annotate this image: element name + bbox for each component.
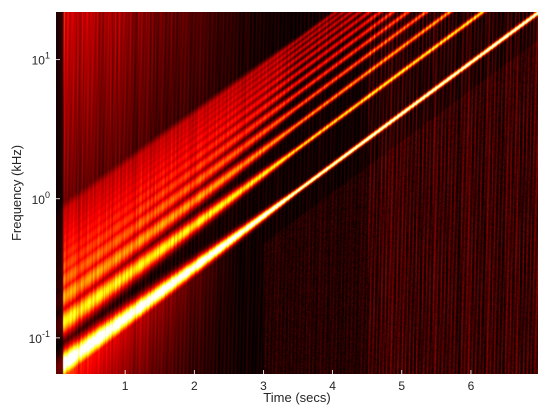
x-tick-label: 3: [260, 379, 267, 393]
y-axis-ticks: 10-1 100 101: [29, 51, 60, 346]
x-tick-label: 5: [398, 379, 405, 393]
y-axis-label: Frequency (kHz): [9, 145, 24, 241]
x-axis-label: Time (secs): [263, 390, 330, 405]
y-tick-label: 101: [32, 51, 50, 68]
x-tick-label: 4: [329, 379, 336, 393]
y-tick-label: 10-1: [29, 329, 50, 346]
heatmap-image: [56, 12, 538, 374]
x-tick-label: 1: [122, 379, 129, 393]
x-tick-label: 6: [468, 379, 475, 393]
plot-area: [56, 12, 538, 374]
x-axis-ticks: 1 2 3 4 5 6: [122, 370, 475, 393]
x-tick-label: 2: [191, 379, 198, 393]
y-tick-label: 100: [32, 190, 50, 207]
